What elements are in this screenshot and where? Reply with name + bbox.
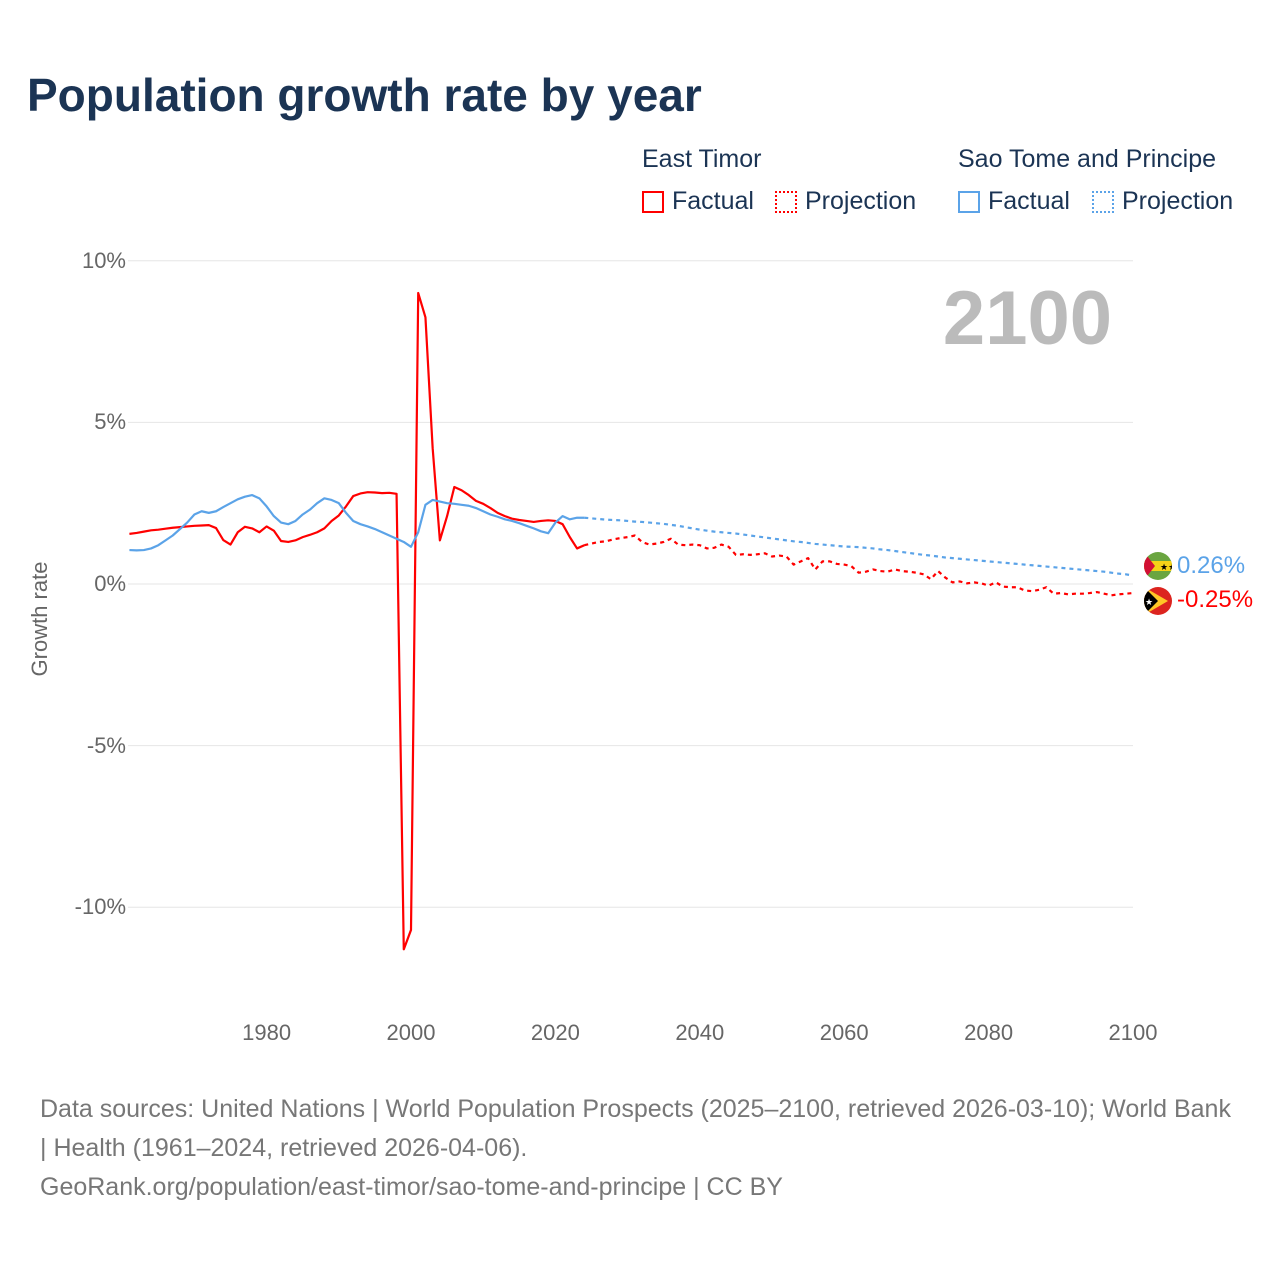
series-line-east-timor-projection xyxy=(584,534,1134,597)
series-line-east-timor-factual xyxy=(129,291,585,951)
legend-label: Projection xyxy=(1122,187,1234,215)
legend-sao-tome-projection[interactable]: Projection xyxy=(1092,187,1233,216)
y-tick-label: -10% xyxy=(74,894,126,920)
end-label-sao-tome: 0.26% xyxy=(1177,552,1246,579)
x-tick-label: 1980 xyxy=(242,1020,292,1045)
x-tick-label: 2060 xyxy=(819,1020,869,1045)
y-tick-label: 5% xyxy=(94,409,126,435)
x-tick-label: 2100 xyxy=(1108,1020,1158,1045)
legend-swatch-dotted xyxy=(1092,190,1114,213)
current-year-label: 2100 xyxy=(942,276,1112,361)
legend-group-east-timor: East Timor xyxy=(642,145,762,173)
x-tick-label: 2080 xyxy=(964,1020,1014,1045)
legend-east-timor-factual[interactable]: Factual xyxy=(642,187,754,216)
legend-swatch-dotted xyxy=(775,190,797,213)
svg-text:★★: ★★ xyxy=(1160,562,1176,572)
legend-east-timor-projection[interactable]: Projection xyxy=(775,187,916,216)
source-text: Data sources: United Nations | World Pop… xyxy=(40,1095,1231,1162)
end-label-east-timor: -0.25% xyxy=(1177,586,1254,613)
x-tick-label: 2020 xyxy=(530,1020,580,1045)
legend-sao-tome-factual[interactable]: Factual xyxy=(958,187,1070,216)
x-tick-label: 2040 xyxy=(675,1020,725,1045)
legend-label: Factual xyxy=(988,187,1070,215)
series-line-sao-tome-and-principe-projection xyxy=(584,516,1134,577)
chart-title: Population growth rate by year xyxy=(27,69,702,121)
legend-label: Factual xyxy=(672,187,754,215)
legend-swatch-solid xyxy=(958,190,980,213)
source-link[interactable]: GeoRank.org/population/east-timor/sao-to… xyxy=(40,1173,783,1201)
series-line-sao-tome-and-principe-factual xyxy=(129,493,585,552)
y-tick-label: 0% xyxy=(94,571,126,596)
x-tick-label: 2000 xyxy=(386,1020,436,1045)
legend-group-sao-tome: Sao Tome and Principe xyxy=(958,145,1217,173)
east-timor-flag-icon: ★ xyxy=(1144,587,1172,615)
y-tick-label: 10% xyxy=(81,247,126,273)
y-tick-label: -5% xyxy=(86,732,126,758)
svg-text:★: ★ xyxy=(1145,597,1153,607)
sao-tome-flag-icon: ★★ xyxy=(1144,552,1176,580)
legend-label: Projection xyxy=(805,187,917,215)
legend-swatch-solid xyxy=(642,190,664,213)
source-note: Data sources: United Nations | World Pop… xyxy=(40,1090,1240,1207)
